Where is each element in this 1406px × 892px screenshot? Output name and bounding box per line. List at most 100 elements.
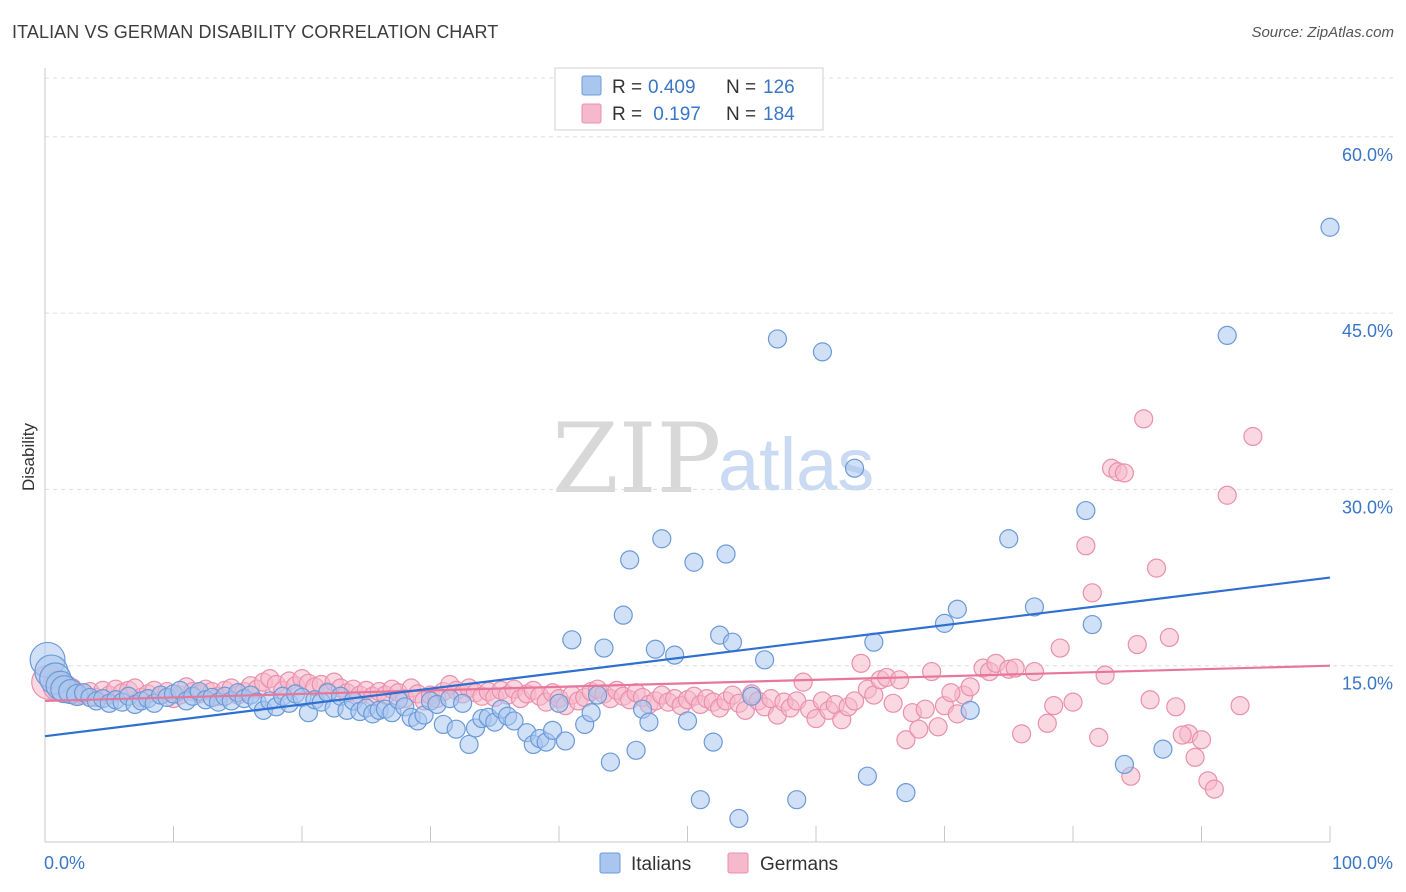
axis-ticks — [44, 826, 1331, 842]
trend-line-germans — [44, 664, 1331, 703]
italians-point — [613, 605, 633, 625]
germans-point — [928, 717, 948, 737]
y-tick-labels: 15.0% 30.0% 45.0% 60.0% — [1342, 145, 1393, 694]
italians-point — [549, 693, 569, 713]
germans-point — [844, 691, 865, 711]
series-italians-points — [29, 217, 1340, 829]
trend-lines — [44, 576, 1331, 738]
italians-point — [767, 329, 788, 349]
germans-point — [793, 672, 813, 692]
italians-point — [684, 552, 704, 572]
y-tick-label: 30.0% — [1342, 497, 1393, 517]
y-axis-title: Disability — [19, 422, 38, 491]
germans-point — [1037, 713, 1057, 733]
germans-point — [1089, 727, 1109, 747]
germans-point — [883, 693, 903, 713]
germans-point — [909, 719, 929, 739]
italians-point — [626, 740, 646, 760]
bottom-legend-swatch-germans — [727, 852, 749, 874]
germans-point — [1127, 634, 1147, 655]
italians-point — [562, 630, 582, 650]
series-legend: Italians Germans — [599, 852, 838, 875]
germans-point — [1024, 661, 1045, 682]
italians-point — [665, 645, 685, 665]
germans-point — [1140, 690, 1160, 710]
italians-point — [742, 686, 762, 706]
y-tick-label: 15.0% — [1342, 674, 1393, 694]
italians-point — [555, 731, 576, 751]
italians-point — [677, 711, 698, 731]
germans-point — [1191, 730, 1212, 750]
x-tick-labels: 0.0% 100.0% — [44, 853, 1393, 873]
y-tick-label: 60.0% — [1342, 145, 1393, 165]
italians-point — [864, 632, 884, 652]
italians-point — [1024, 597, 1045, 617]
y-tick-label: 45.0% — [1342, 321, 1393, 341]
stats-legend: R = 0.409 N = 126 R = 0.197 N = 184 — [554, 67, 824, 131]
italians-point — [703, 732, 723, 752]
italians-point — [446, 719, 466, 739]
trend-line-italians — [44, 576, 1331, 738]
italians-point — [947, 599, 967, 619]
italians-point — [453, 693, 473, 713]
legend-r-value-germans: 0.197 — [648, 104, 701, 125]
gridlines — [45, 77, 1393, 667]
germans-point — [851, 653, 871, 673]
italians-point — [587, 685, 608, 705]
germans-point — [1217, 485, 1237, 505]
germans-point — [1159, 627, 1179, 648]
legend-swatch-italians — [581, 75, 602, 96]
italians-point — [812, 342, 833, 362]
germans-point — [915, 699, 935, 719]
germans-point — [1114, 463, 1135, 483]
italians-point — [504, 711, 524, 731]
germans-point — [1011, 724, 1032, 744]
italians-point — [1320, 217, 1340, 237]
legend-r-label-germans: R = — [612, 104, 642, 125]
italians-point — [857, 766, 878, 786]
germans-point — [1095, 665, 1115, 685]
italians-point — [1114, 754, 1135, 775]
italians-point — [459, 734, 479, 755]
germans-point — [896, 730, 916, 750]
germans-point — [1082, 583, 1102, 603]
germans-point — [1166, 697, 1186, 717]
legend-swatch-germans — [581, 103, 602, 124]
italians-point — [645, 639, 665, 659]
bottom-legend-swatch-italians — [599, 852, 621, 874]
legend-r-value-italians: 0.409 — [648, 77, 696, 98]
italians-point — [1217, 325, 1237, 346]
italians-point — [844, 458, 865, 478]
legend-r-label-italians: R = — [612, 77, 642, 98]
germans-point — [1044, 696, 1064, 716]
chart-title: ITALIAN VS GERMAN DISABILITY CORRELATION… — [12, 22, 499, 42]
watermark-zip: ZIP — [552, 403, 721, 515]
germans-point — [889, 670, 910, 690]
italians-point — [690, 790, 710, 810]
italians-point — [581, 703, 601, 723]
italians-point — [1082, 614, 1102, 635]
italians-point — [960, 700, 980, 720]
italians-point — [652, 529, 672, 549]
italians-point — [620, 550, 640, 570]
legend-n-label-germans: N = — [726, 104, 756, 125]
italians-point — [600, 752, 621, 772]
italians-point — [729, 808, 749, 829]
legend-n-value-italians: 126 — [763, 77, 795, 98]
italians-point — [639, 712, 659, 732]
italians-point — [896, 783, 916, 803]
bottom-legend-label-italians: Italians — [631, 854, 691, 875]
italians-point — [754, 650, 775, 670]
italians-point — [999, 529, 1019, 549]
bottom-legend-label-germans: Germans — [760, 854, 838, 875]
italians-point — [787, 790, 807, 810]
germans-point — [1050, 638, 1070, 658]
germans-point — [1063, 692, 1083, 712]
legend-n-value-germans: 184 — [763, 104, 795, 125]
legend-n-label-italians: N = — [726, 77, 756, 98]
italians-point — [594, 638, 614, 658]
germans-point — [960, 677, 980, 697]
italians-point — [1076, 500, 1096, 521]
source-credit: Source: ZipAtlas.com — [1251, 24, 1394, 41]
germans-point — [1005, 658, 1025, 678]
